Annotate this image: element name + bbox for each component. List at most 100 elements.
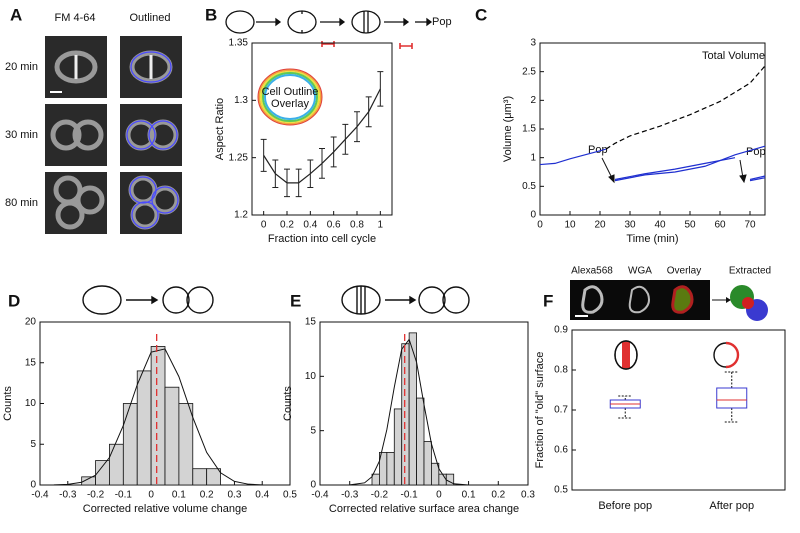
y-tick-label: 0 [310,480,316,491]
panel-letter: B [205,5,217,24]
x-tick-label: After pop [709,500,754,512]
y-axis-label: Volume (μm³) [502,96,514,162]
x-tick-label: Before pop [598,500,652,512]
y-tick-label: 1.35 [229,38,249,49]
histogram-bar [416,397,425,486]
whisker [724,371,739,388]
y-tick-label: 5 [30,439,36,450]
x-axis-label: Time (min) [626,233,678,245]
image-label: WGA [628,266,652,277]
x-tick-label: 60 [714,220,726,231]
panel-letter: A [10,5,22,24]
y-tick-label: 15 [25,357,37,368]
histogram-bar [401,343,410,486]
annotation: Cell Outline [262,86,319,98]
x-tick-label: 10 [564,220,576,231]
x-tick-label: -0.2 [371,490,389,501]
plot-frame [251,42,393,216]
x-axis-label: Corrected relative surface area change [329,503,519,515]
data-line [539,148,607,166]
histogram-bar [423,441,432,486]
x-tick-label: 0 [148,490,154,501]
box [716,387,748,409]
column-label: Outlined [130,12,171,24]
x-axis-label: Corrected relative volume change [83,503,247,515]
annotation: Pop [746,146,766,158]
y-tick-label: 0.5 [554,485,568,496]
y-tick-label: 10 [305,371,317,382]
x-tick-label: 0.3 [521,490,535,501]
x-tick-label: -0.1 [115,490,133,501]
x-axis-label: Fraction into cell cycle [268,233,376,245]
error-bar [260,138,267,172]
histogram-bar [371,473,380,486]
x-tick-label: 0.4 [255,490,269,501]
data-line [749,175,766,181]
x-tick-label: 0.5 [283,490,297,501]
x-tick-label: -0.4 [311,490,329,501]
x-tick-label: -0.3 [59,490,77,501]
x-tick-label: 70 [744,220,756,231]
fit-curve [319,338,528,486]
y-tick-label: 0.7 [554,405,568,416]
x-tick-label: 0.3 [227,490,241,501]
error-bar [295,168,302,198]
histogram-bar [150,346,166,486]
y-tick-label: 0 [530,210,536,221]
histogram-bar [164,386,180,486]
fit-curve [39,348,290,486]
x-tick-label: 0 [537,220,543,231]
histogram-bar [393,408,403,486]
image-label: Overlay [667,266,701,277]
x-tick-label: 0.2 [280,220,294,231]
x-tick-label: 0.6 [327,220,341,231]
y-tick-label: 1.25 [229,152,249,163]
y-axis-label: Fraction of "old" surface [534,352,546,469]
column-label: FM 4-64 [55,12,96,24]
x-tick-label: -0.1 [401,490,419,501]
histogram-bar [192,468,208,486]
y-tick-label: 0.8 [554,365,568,376]
x-tick-label: 0 [261,220,267,231]
division-icons [82,285,470,315]
y-tick-label: 2.5 [522,66,536,77]
annotation: Overlay [271,98,309,110]
row-label: 80 min [5,197,38,209]
x-tick-label: -0.2 [87,490,105,501]
histogram-bar [438,473,447,486]
panel-letter: C [475,5,487,24]
whisker [618,395,633,400]
error-bar [307,159,314,188]
y-tick-label: 0.9 [554,325,568,336]
y-tick-label: 1.3 [234,95,248,106]
error-bar [365,96,372,128]
data-line [614,157,736,181]
y-axis-label: Counts [282,386,294,421]
whisker [618,408,633,419]
whisker [724,408,739,423]
x-tick-label: 0 [436,490,442,501]
error-bar [377,71,384,107]
cell-cycle-icons [225,10,433,126]
error-bar [272,159,279,188]
micrographs [45,36,182,234]
y-tick-label: 3 [530,38,536,49]
row-label: 30 min [5,129,38,141]
x-tick-label: 0.2 [491,490,505,501]
histogram-bar [109,443,124,486]
series-label: Total Volume [702,50,765,62]
annotation: Pop [432,16,452,28]
y-tick-label: 0.5 [522,181,536,192]
pop-arrows [601,157,747,184]
data-line [749,177,766,182]
error-bar [319,147,325,179]
x-tick-label: 0.1 [462,490,476,501]
histogram-bar [178,403,194,486]
y-tick-label: 1 [530,152,536,163]
y-tick-label: 20 [25,317,37,328]
row-label: 20 min [5,61,38,73]
y-tick-label: 15 [305,317,317,328]
error-bar [330,136,337,168]
y-tick-label: 0.6 [554,445,568,456]
x-tick-label: 0.1 [172,490,186,501]
